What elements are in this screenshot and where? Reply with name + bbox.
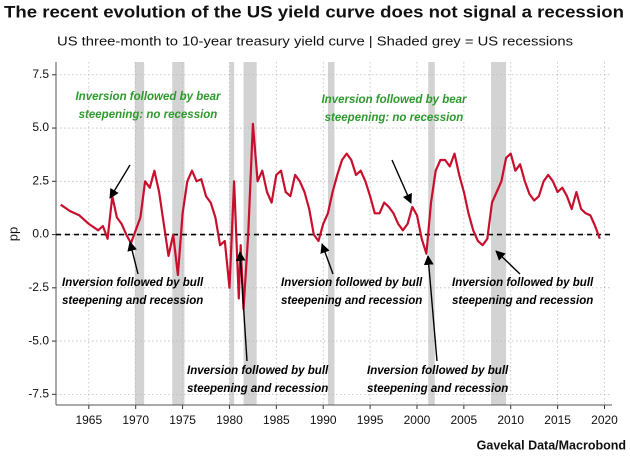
arrow	[235, 251, 248, 362]
x-tick-label: 2010	[497, 413, 524, 427]
x-tick-label: 1995	[357, 413, 384, 427]
arrow	[423, 255, 438, 362]
annotation: steepening: no recession	[79, 109, 218, 121]
chart-title: The recent evolution of the US yield cur…	[4, 2, 624, 21]
x-tick-label: 1965	[75, 413, 102, 427]
annotation: steepening and recession	[367, 383, 508, 395]
x-tick-label: 2000	[404, 413, 431, 427]
annotation: steepening and recession	[452, 295, 593, 307]
y-tick-label: 5.0	[32, 120, 49, 134]
arrow	[495, 250, 521, 275]
x-tick-label: 1980	[216, 413, 243, 427]
arrow	[391, 159, 412, 204]
arrow	[127, 241, 139, 275]
recession-band	[428, 62, 435, 405]
x-tick-label: 2020	[591, 413, 618, 427]
recession-band	[327, 62, 335, 405]
plot-area: 7.5 5.0 2.5 0.0 -2.5 -5.0 -7.5 1965 1970 1975 1980…	[28, 62, 618, 427]
x-tick-label: 1985	[263, 413, 290, 427]
x-tick-label: 1970	[122, 413, 149, 427]
arrow	[320, 243, 334, 275]
data-line	[60, 122, 601, 311]
arrow	[109, 164, 131, 199]
annotation: Inversion followed by bull	[187, 365, 329, 377]
recession-band	[491, 62, 507, 405]
recession-band	[172, 62, 185, 405]
y-tick-label: 2.5	[32, 173, 49, 187]
annotation: Inversion followed by bear	[75, 91, 221, 103]
annotation: Inversion followed by bull	[452, 277, 594, 289]
y-tick-label: -7.5	[28, 387, 49, 401]
x-tick-label: 1975	[169, 413, 196, 427]
annotation: steepening and recession	[62, 295, 203, 307]
annotation: Inversion followed by bull	[281, 277, 423, 289]
y-axis-label: pp	[5, 227, 20, 241]
source: Gavekal Data/Macrobond	[477, 438, 626, 452]
annotation: Inversion followed by bear	[321, 94, 467, 106]
annotation: steepening and recession	[187, 383, 328, 395]
chart-subtitle: US three-month to 10-year treasury yield…	[57, 33, 574, 48]
recession-band	[134, 62, 145, 405]
y-tick-label: 0.0	[32, 227, 49, 241]
y-tick-label: -5.0	[28, 333, 49, 347]
y-tick-label: -2.5	[28, 280, 49, 294]
recession-band	[243, 62, 257, 405]
annotation: Inversion followed by bull	[367, 365, 509, 377]
arrows	[109, 159, 521, 362]
annotation: steepening: no recession	[325, 112, 464, 124]
annotation: Inversion followed by bull	[62, 277, 204, 289]
y-tick-label: 7.5	[32, 67, 49, 81]
x-tick-label: 2015	[544, 413, 571, 427]
x-tick-label: 1990	[310, 413, 337, 427]
x-tick-label: 2005	[451, 413, 478, 427]
annotation: steepening and recession	[281, 295, 422, 307]
